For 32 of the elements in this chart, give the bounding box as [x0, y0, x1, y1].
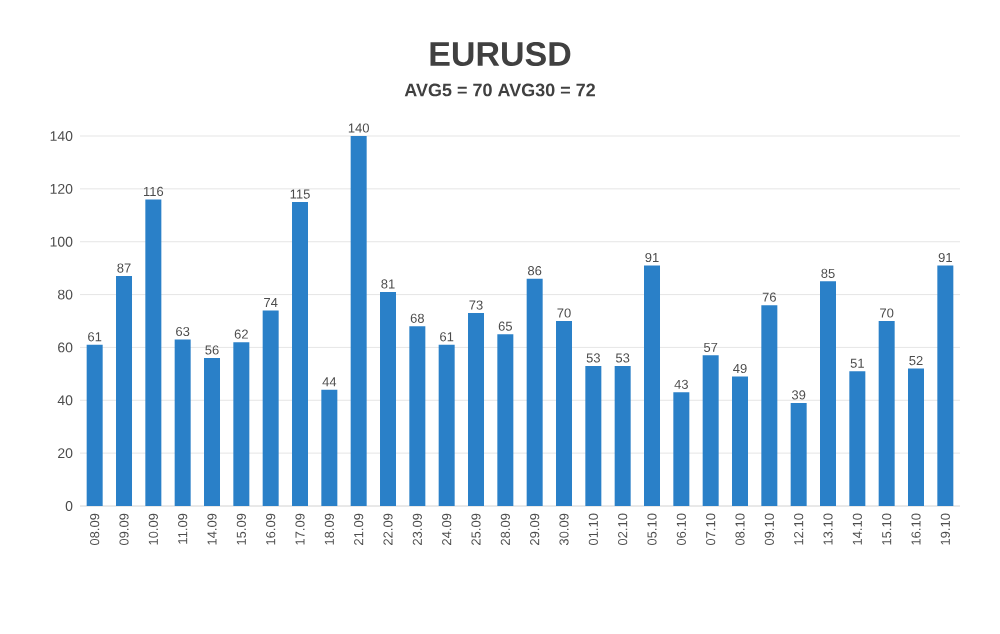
bar [585, 365, 602, 506]
bar [86, 344, 103, 506]
bar [262, 310, 279, 506]
bar [497, 334, 514, 506]
bar [761, 305, 778, 506]
bar [321, 389, 338, 506]
bar [644, 265, 660, 506]
bar [790, 402, 807, 506]
bar [380, 291, 397, 506]
chart-title: EURUSD [430, 41, 571, 67]
bar [438, 344, 455, 506]
bar [233, 342, 250, 506]
bar [526, 278, 543, 506]
bar [204, 358, 221, 506]
bar [849, 371, 866, 506]
bar [614, 365, 631, 506]
bar [732, 376, 748, 506]
bar [673, 392, 690, 506]
bar [908, 368, 924, 506]
bar [556, 321, 573, 506]
bar [174, 339, 191, 506]
bar [468, 313, 485, 506]
bar [702, 355, 719, 506]
bar [145, 199, 162, 506]
bar [350, 136, 367, 506]
bar [937, 265, 954, 506]
bar [409, 326, 426, 506]
bar [820, 281, 836, 506]
bar [116, 276, 133, 506]
bar [292, 202, 309, 506]
chart-subtitle: AVG5 = 70 AVG30 = 72 [404, 83, 595, 97]
bar [878, 321, 895, 506]
